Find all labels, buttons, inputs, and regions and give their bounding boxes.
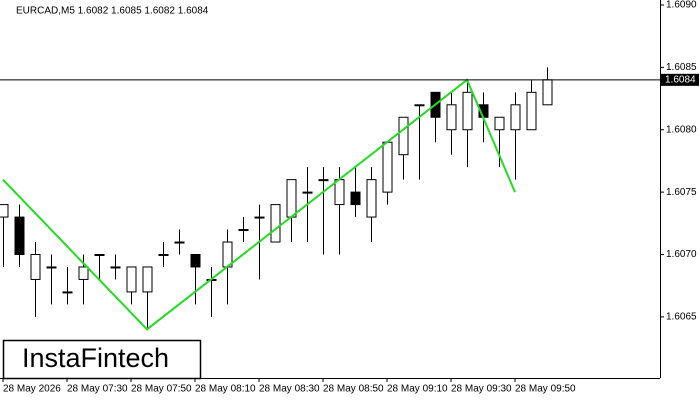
x-tick-label: 28 May 07:50 <box>131 384 192 395</box>
candle-body <box>78 266 89 280</box>
current-price-box <box>661 73 699 86</box>
candle-body <box>398 116 409 156</box>
candle-body <box>142 266 153 293</box>
y-tick-label: 1.6080 <box>666 124 697 135</box>
chart-title: EURCAD,M5 1.6082 1.6085 1.6082 1.6084 <box>16 6 209 17</box>
candle-body <box>334 179 345 206</box>
candle-body <box>46 266 57 269</box>
y-tick-label: 1.6085 <box>666 62 697 73</box>
y-tick-label: 1.6090 <box>666 0 697 11</box>
candle-body <box>494 116 505 131</box>
candle-body <box>526 91 537 131</box>
candle-body <box>302 191 313 194</box>
candle-body <box>350 191 361 206</box>
candle-body <box>62 291 73 294</box>
x-tick-label: 28 May 08:10 <box>195 384 256 395</box>
pattern-line <box>2 78 516 331</box>
candle-body <box>446 104 457 131</box>
candle-body <box>158 253 169 256</box>
x-tick-label: 28 May 09:50 <box>515 384 576 395</box>
candle-body <box>510 104 521 131</box>
logo-box <box>2 339 202 380</box>
candle-body <box>462 91 473 131</box>
x-tick-label: 28 May 08:30 <box>259 384 320 395</box>
candle-body <box>110 266 121 269</box>
candle-body <box>14 216 25 255</box>
candle-body <box>382 141 393 193</box>
candle-body <box>254 216 265 219</box>
x-tick-label: 28 May 08:50 <box>323 384 384 395</box>
candle-body <box>286 179 297 218</box>
candle-body <box>94 253 105 256</box>
x-tick-label: 28 May 09:30 <box>451 384 512 395</box>
candle-body <box>318 179 329 182</box>
x-tick-label: 28 May 07:30 <box>67 384 128 395</box>
candle-body <box>174 241 185 244</box>
x-tick-label: 28 May 09:10 <box>387 384 448 395</box>
candle-body <box>190 253 201 268</box>
candle-body <box>542 79 553 106</box>
candle-body <box>126 266 137 293</box>
logo: InstaFintech <box>22 343 169 373</box>
candle-body <box>270 204 281 243</box>
candle-body <box>0 204 9 218</box>
candle-body <box>238 229 249 232</box>
y-tick-label: 1.6070 <box>666 249 697 260</box>
candle-body <box>366 179 377 218</box>
x-tick-label: 28 May 2026 <box>3 384 61 395</box>
y-tick-label: 1.6065 <box>666 312 697 323</box>
candle-body <box>30 253 41 280</box>
y-tick-label: 1.6075 <box>666 187 697 198</box>
candle-body <box>414 104 425 107</box>
current-price-label: 1.6084 <box>665 74 696 85</box>
